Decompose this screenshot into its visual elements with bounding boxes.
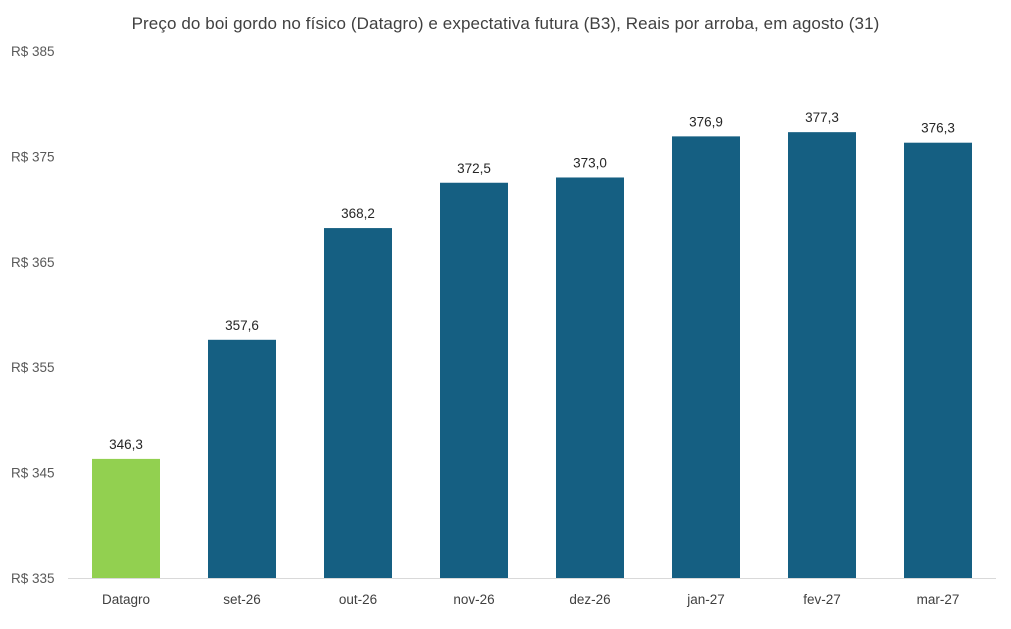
x-tick-label: mar-27 bbox=[917, 592, 960, 607]
chart-title: Preço do boi gordo no físico (Datagro) e… bbox=[131, 14, 880, 33]
x-tick-label: jan-27 bbox=[686, 592, 725, 607]
x-tick-label: set-26 bbox=[223, 592, 261, 607]
bar-dez-26 bbox=[556, 177, 624, 579]
y-tick-label: R$ 335 bbox=[11, 571, 55, 586]
data-label: 346,3 bbox=[109, 437, 143, 452]
data-label: 377,3 bbox=[805, 110, 839, 125]
bar-mar-27 bbox=[904, 142, 972, 578]
y-tick-label: R$ 345 bbox=[11, 466, 55, 481]
x-tick-label: Datagro bbox=[102, 592, 150, 607]
bar-out-26 bbox=[324, 228, 392, 578]
data-label: 368,2 bbox=[341, 206, 375, 221]
x-tick-label: dez-26 bbox=[569, 592, 610, 607]
bar-nov-26 bbox=[440, 182, 508, 578]
data-label: 376,3 bbox=[921, 121, 955, 136]
bar-fev-27 bbox=[788, 132, 856, 578]
y-tick-label: R$ 365 bbox=[11, 255, 55, 270]
data-label: 376,9 bbox=[689, 114, 723, 129]
bar-Datagro bbox=[92, 458, 160, 578]
x-tick-label: fev-27 bbox=[803, 592, 841, 607]
y-tick-label: R$ 355 bbox=[11, 360, 55, 375]
data-label: 372,5 bbox=[457, 161, 491, 176]
bar-jan-27 bbox=[672, 136, 740, 578]
bar-set-26 bbox=[208, 339, 276, 578]
x-tick-label: nov-26 bbox=[453, 592, 494, 607]
y-tick-label: R$ 385 bbox=[11, 44, 55, 59]
y-tick-label: R$ 375 bbox=[11, 149, 55, 164]
data-label: 373,0 bbox=[573, 155, 607, 170]
x-tick-label: out-26 bbox=[339, 592, 377, 607]
data-label: 357,6 bbox=[225, 318, 259, 333]
